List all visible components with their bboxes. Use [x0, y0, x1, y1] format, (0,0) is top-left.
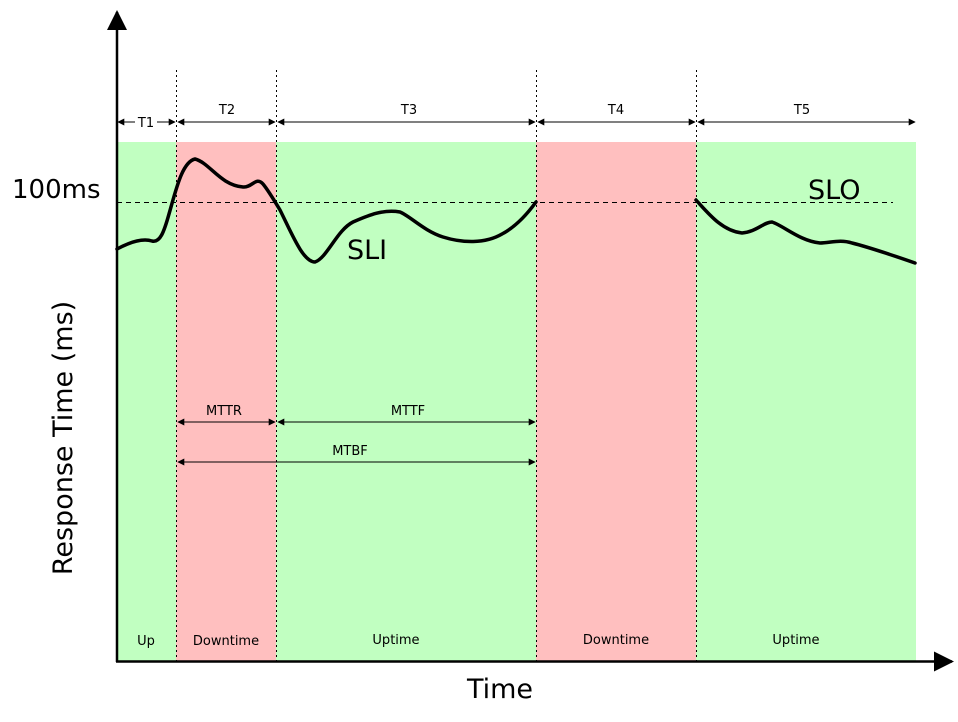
- state-label-t3: Uptime: [372, 633, 419, 648]
- y-threshold-value: 100ms: [12, 175, 101, 205]
- sli-curve: [115, 157, 538, 264]
- period-label-t4: T4: [607, 103, 624, 118]
- slo-label: SLO: [808, 175, 860, 206]
- mtbf-label: MTBF: [332, 444, 368, 459]
- sli-label: SLI: [347, 235, 387, 266]
- band-t2: [176, 142, 276, 661]
- state-label-t5: Uptime: [772, 633, 819, 648]
- state-label-t4: Downtime: [583, 633, 649, 648]
- band-t3: [276, 142, 536, 661]
- x-axis-title: Time: [466, 674, 533, 705]
- period-separators: [176, 70, 697, 661]
- mttf-label: MTTF: [391, 404, 425, 419]
- period-label-t3: T3: [400, 103, 417, 118]
- period-label-t5: T5: [793, 103, 810, 118]
- sli-curve-segment: [694, 198, 917, 265]
- state-label-t2: Downtime: [193, 634, 259, 649]
- mttr-label: MTTR: [206, 404, 242, 419]
- band-t4: [536, 142, 696, 661]
- t1-label-bg: [135, 114, 157, 130]
- state-label-t1: Up: [137, 634, 155, 649]
- period-label-t2: T2: [218, 103, 235, 118]
- metric-arrows: [177, 418, 536, 466]
- y-axis-title: Response Time (ms): [48, 301, 79, 575]
- band-t5: [696, 142, 916, 661]
- period-label-t1: T1: [137, 116, 154, 131]
